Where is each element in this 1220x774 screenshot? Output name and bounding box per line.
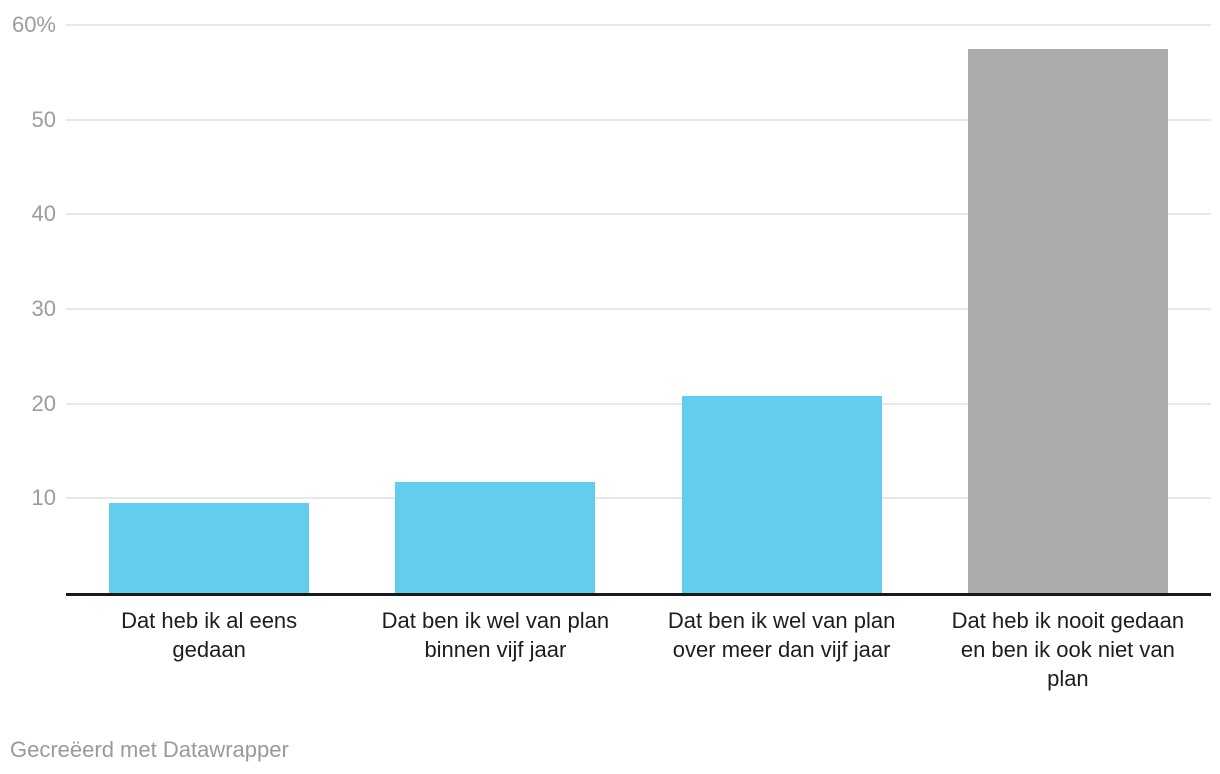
bar-1[interactable] xyxy=(109,503,310,593)
category-label-line: binnen vijf jaar xyxy=(424,637,567,662)
category-label-line: over meer dan vijf jaar xyxy=(672,637,891,662)
category-label-line: Dat heb ik nooit gedaan xyxy=(951,608,1185,633)
y-tick-label-30: 30 xyxy=(31,296,56,321)
y-tick-label-50: 50 xyxy=(31,106,56,132)
datawrapper-attribution-link[interactable]: Gecreëerd met Datawrapper xyxy=(10,737,289,762)
gridline-60 xyxy=(66,24,1211,26)
bar-3[interactable] xyxy=(681,396,882,593)
category-label-line: Dat ben ik wel van plan xyxy=(381,608,610,633)
gridline-10 xyxy=(66,497,1211,500)
gridline-50 xyxy=(66,118,1211,121)
category-label-line: Dat ben ik wel van plan xyxy=(667,608,896,633)
category-label-3: Dat ben ik wel van plan over meer dan vij… xyxy=(642,606,922,664)
x-axis-line xyxy=(66,593,1211,596)
gridline-40 xyxy=(66,213,1211,216)
category-label-4: Dat heb ik nooit gedaan en ben ik ook nie… xyxy=(928,606,1208,693)
category-label-line: plan xyxy=(1047,666,1089,691)
category-label-1: Dat heb ik al eens gedaan xyxy=(69,606,349,664)
y-tick-label-20: 20 xyxy=(31,390,56,416)
category-label-line: Dat heb ik al eens xyxy=(121,608,298,633)
bar-4[interactable] xyxy=(967,48,1168,593)
bar-2[interactable] xyxy=(395,482,596,593)
gridline-30 xyxy=(66,308,1211,310)
category-label-line: en ben ik ook niet van xyxy=(960,637,1175,662)
chart-footer: Gecreëerd met Datawrapper xyxy=(10,737,289,763)
category-label-line: gedaan xyxy=(172,637,246,662)
y-tick-label-40: 40 xyxy=(31,201,56,227)
y-tick-label-10: 10 xyxy=(31,485,56,511)
y-tick-label-60: 60% xyxy=(11,12,56,37)
gridline-20 xyxy=(66,402,1211,405)
category-label-2: Dat ben ik wel van plan binnen vijf jaar xyxy=(355,606,635,664)
